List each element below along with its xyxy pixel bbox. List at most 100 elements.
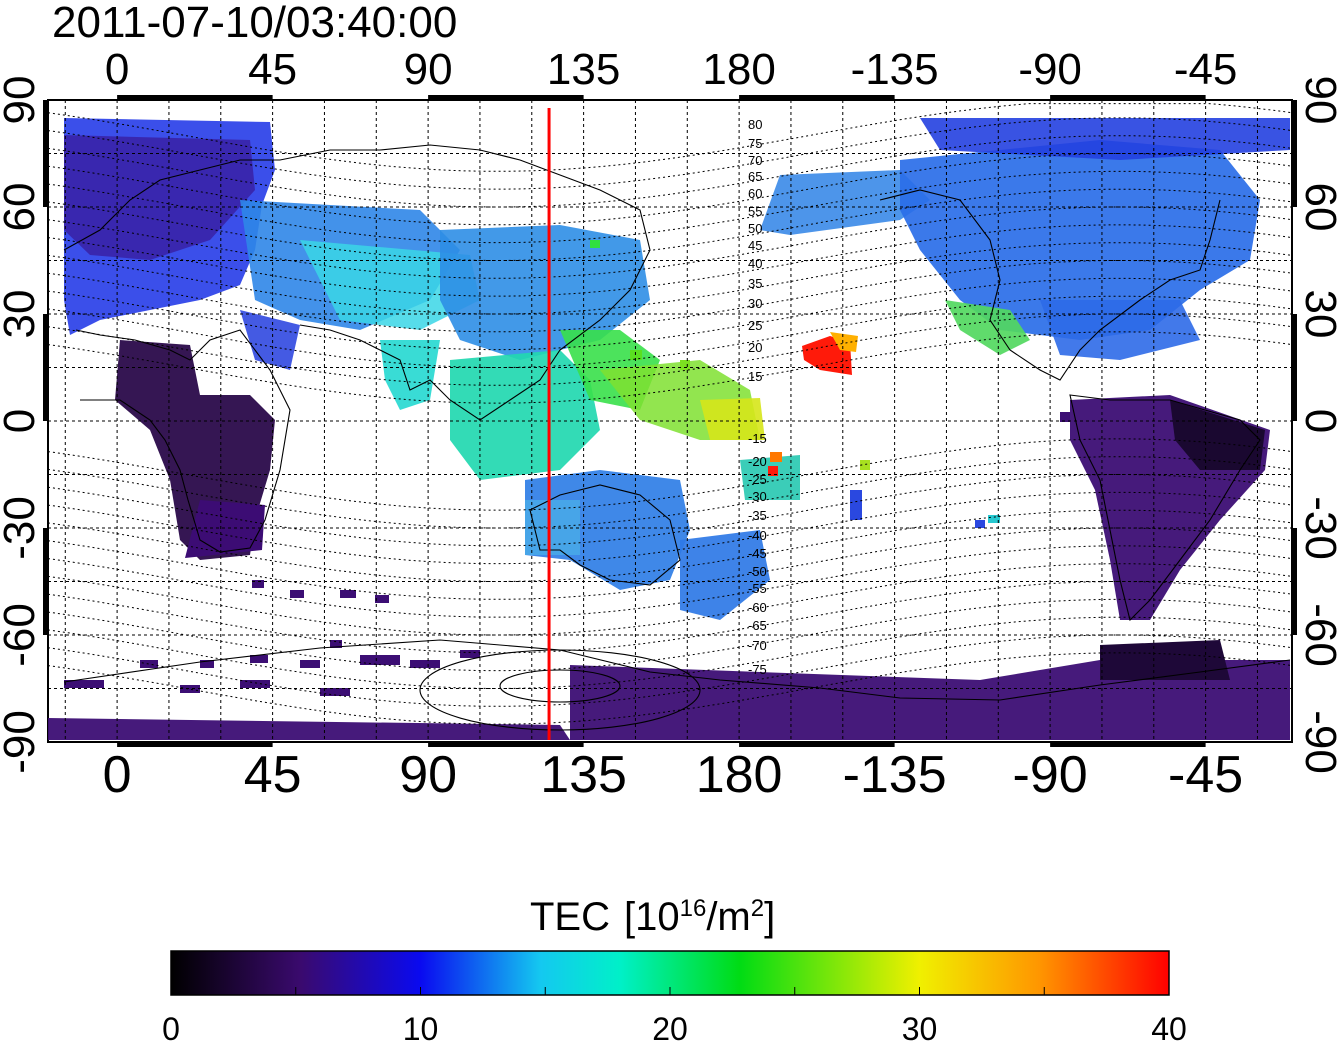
magnetic-latitude-curve <box>48 616 1292 689</box>
tec-patch-scatter-bright <box>590 240 1070 528</box>
magnetic-label: 50 <box>748 221 762 236</box>
magnetic-label: 20 <box>748 340 762 355</box>
tec-patch-east-asia <box>440 225 650 360</box>
right-tick-label: 30 <box>1296 290 1340 339</box>
magnetic-latitude-curve <box>48 652 1292 725</box>
right-tick-label: -60 <box>1296 603 1340 667</box>
magnetic-label: -60 <box>748 600 767 615</box>
tec-patch-arabia <box>240 310 300 370</box>
top-tick-label: 45 <box>248 45 297 94</box>
tec-patch-southeast-asia <box>450 350 600 480</box>
magnetic-label: -70 <box>748 638 767 653</box>
colorbar-tick-label: 20 <box>652 1011 688 1042</box>
magnetic-latitude-curve <box>48 117 1292 190</box>
tec-patch-central-asia <box>300 240 480 330</box>
magnetic-label: 60 <box>748 186 762 201</box>
magnetic-label: 30 <box>748 296 762 311</box>
magnetic-label: -75 <box>748 662 767 677</box>
magnetic-latitude-curve <box>48 313 1292 386</box>
bottom-tick-label: 0 <box>103 746 132 804</box>
magnetic-latitude-curve <box>48 545 1292 618</box>
colorbar-tick-label: 10 <box>403 1011 439 1042</box>
coastline-south-pole-contour-2 <box>419 649 701 731</box>
right-tick-label: 90 <box>1296 76 1340 125</box>
frame-tick-bottom <box>117 741 273 747</box>
bottom-tick-label: -90 <box>1013 746 1088 804</box>
coastline-australia <box>529 484 681 586</box>
magnetic-latitude-curve <box>48 509 1292 582</box>
magnetic-label: -55 <box>748 581 767 596</box>
coastline-south-pole-contour-1 <box>499 669 621 703</box>
magnetic-label: -30 <box>748 489 767 504</box>
frame-tick-bottom <box>1050 741 1206 747</box>
tec-patch-antarctic-east <box>1100 640 1230 680</box>
magnetic-label: 70 <box>748 153 762 168</box>
colorbar-tick-label: 0 <box>162 1011 180 1042</box>
tec-patch-north-pacific <box>760 170 930 235</box>
bottom-longitude-ticks: 0 45 90 135 180 -135 -90 -45 <box>103 746 1244 804</box>
bottom-tick-label: 180 <box>696 746 783 804</box>
tec-patch-arctic-america <box>920 118 1290 160</box>
colorbar-label: TEC [1016/m2] <box>530 895 775 939</box>
tec-patch-tonga <box>740 455 800 500</box>
magnetic-latitude-curve <box>48 527 1292 600</box>
magnetic-label: -15 <box>748 431 767 446</box>
tec-patch-antarctic-west <box>48 718 570 740</box>
top-tick-label: -135 <box>851 45 939 94</box>
frame-tick-top <box>428 95 584 101</box>
magnetic-latitude-curve <box>48 153 1292 226</box>
left-tick-label: -90 <box>0 710 44 774</box>
bottom-tick-label: 90 <box>399 746 457 804</box>
coastline-europe-africa <box>75 329 291 553</box>
magnetic-label: 55 <box>748 204 762 219</box>
magnetic-label: -25 <box>748 472 767 487</box>
magnetic-latitude-curve <box>48 135 1292 208</box>
colorbar-tick-label: 30 <box>902 1011 938 1042</box>
magnetic-label: -40 <box>748 528 767 543</box>
frame-tick-left <box>43 528 49 635</box>
frame-tick-bottom <box>428 741 584 747</box>
top-tick-label: 0 <box>105 45 129 94</box>
left-tick-label: 0 <box>0 409 44 433</box>
top-tick-label: 135 <box>547 45 620 94</box>
top-tick-label: -90 <box>1018 45 1082 94</box>
magnetic-latitude-curve <box>48 295 1292 368</box>
frame-tick-top <box>1050 95 1206 101</box>
magnetic-latitude-curve <box>48 260 1292 333</box>
bottom-tick-label: -45 <box>1168 746 1243 804</box>
magnetic-latitude-curve <box>48 277 1292 351</box>
left-tick-label: 90 <box>0 76 44 125</box>
bottom-tick-label: 135 <box>540 746 627 804</box>
tec-patch-brazil-dark <box>1170 400 1265 470</box>
top-tick-label: 90 <box>404 45 453 94</box>
frame-tick-left <box>43 314 49 421</box>
magnetic-latitude-curve <box>48 170 1292 244</box>
colorbar-tick-label: 40 <box>1151 1011 1187 1042</box>
frame-ticks <box>43 95 1297 747</box>
magnetic-label: 15 <box>748 369 762 384</box>
top-tick-label: -45 <box>1174 45 1238 94</box>
magnetic-latitude-curve <box>48 438 1292 511</box>
magnetic-label: 80 <box>748 117 762 132</box>
coastlines <box>63 144 1291 731</box>
magnetic-latitude-curve <box>48 598 1292 672</box>
tec-patch-scatter <box>64 580 480 696</box>
frame-tick-right <box>1291 314 1297 421</box>
right-tick-label: -90 <box>1296 710 1340 774</box>
left-tick-label: 30 <box>0 290 44 339</box>
magnetic-latitude-curve <box>48 456 1292 529</box>
left-tick-label: -30 <box>0 496 44 560</box>
magnetic-label: 40 <box>748 256 762 271</box>
magnetic-label: -45 <box>748 546 767 561</box>
magnetic-latitude-curve <box>48 188 1292 261</box>
frame-tick-left <box>43 100 49 207</box>
magnetic-latitude-curve <box>48 206 1292 279</box>
right-tick-label: 60 <box>1296 183 1340 232</box>
tec-patch-hawaii-rim <box>830 332 858 352</box>
frame-tick-right <box>1291 528 1297 635</box>
magnetic-label: -20 <box>748 454 767 469</box>
bottom-tick-label: 45 <box>244 746 302 804</box>
tec-patch-west-pacific-yellow <box>700 398 765 440</box>
magnetic-latitude-curve <box>48 491 1292 565</box>
